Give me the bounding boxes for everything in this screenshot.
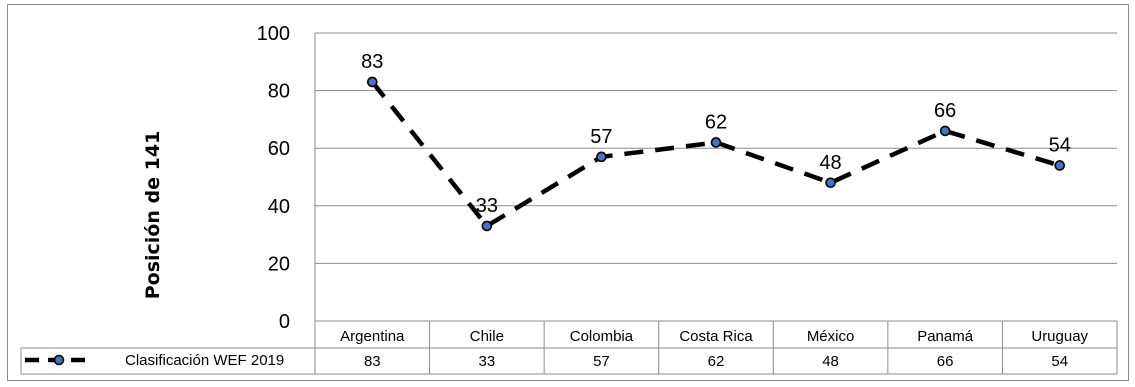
legend-marker	[53, 354, 65, 366]
category-label: Uruguay	[1031, 328, 1088, 345]
data-point	[825, 177, 836, 189]
data-point	[1054, 160, 1066, 171]
table-value: 57	[593, 353, 610, 370]
series-markers	[366, 76, 1066, 232]
y-tick-label: 60	[268, 138, 290, 160]
category-label: Costa Rica	[679, 328, 753, 345]
data-point	[939, 125, 951, 137]
y-axis-ticks: 0 20 40 60 80 100	[257, 23, 290, 333]
y-tick-label: 80	[268, 81, 290, 103]
gridlines	[314, 32, 1117, 321]
category-label: Argentina	[340, 328, 405, 345]
data-point	[366, 76, 378, 88]
category-label: Chile	[470, 328, 504, 345]
table-value: 33	[479, 353, 496, 370]
legend-key: Clasificación WEF 2019	[25, 352, 284, 369]
data-point	[481, 220, 493, 232]
table-value: 62	[708, 353, 725, 370]
data-label: 33	[476, 195, 498, 217]
data-label: 54	[1049, 134, 1071, 156]
legend-series-name: Clasificación WEF 2019	[125, 352, 284, 369]
y-tick-label: 40	[268, 196, 290, 218]
table-value: 48	[822, 353, 839, 370]
data-label: 57	[590, 126, 612, 148]
table-value: 66	[937, 353, 954, 370]
y-tick-label: 0	[279, 311, 290, 333]
category-label: México	[807, 328, 855, 345]
data-table: Argentina Chile Colombia Costa Rica México Pa…	[20, 320, 1118, 375]
data-point	[596, 151, 607, 163]
data-label: 83	[361, 51, 383, 73]
y-tick-label: 20	[268, 253, 290, 275]
data-label: 62	[705, 111, 727, 133]
data-label: 48	[819, 152, 841, 174]
category-label: Panamá	[917, 328, 974, 345]
chart-frame	[7, 4, 1129, 381]
data-point	[710, 137, 722, 148]
data-label: 66	[934, 100, 956, 122]
y-axis-label: Posición de 141	[142, 131, 164, 300]
table-value: 83	[364, 353, 381, 370]
data-labels: 83 33 57 62 48 66 54	[361, 51, 1071, 217]
category-label: Colombia	[570, 328, 634, 345]
table-value: 54	[1051, 353, 1068, 370]
y-tick-label: 100	[257, 23, 290, 45]
